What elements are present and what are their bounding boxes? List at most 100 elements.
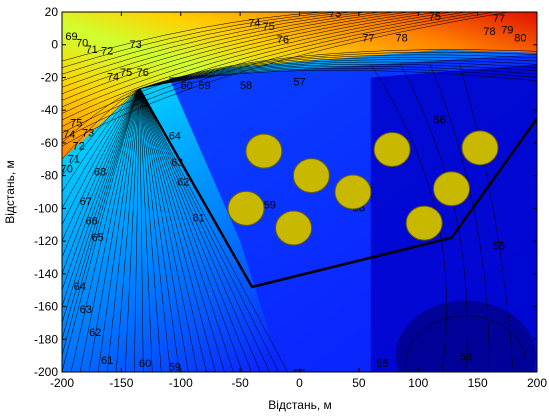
contour-line <box>62 88 140 209</box>
contour-line <box>62 12 452 121</box>
contour-line <box>62 88 140 340</box>
minimum-region <box>395 300 536 372</box>
contour-line <box>138 88 243 372</box>
x-tick-label: 200 <box>527 376 547 390</box>
contour-label: 77 <box>362 32 374 44</box>
circle-marker <box>405 205 443 241</box>
contour-label: 58 <box>204 370 216 382</box>
contour-label: 71 <box>68 154 80 166</box>
contour-line <box>106 88 140 372</box>
y-tick-label: -100 <box>34 201 58 215</box>
x-tick-label: 0 <box>296 376 303 390</box>
contour-label: 64 <box>74 281 86 293</box>
circle-marker <box>292 158 330 194</box>
contour-label: 76 <box>277 34 289 46</box>
contour-label: 62 <box>177 176 189 188</box>
contour-line <box>139 68 537 90</box>
x-tick-label: 50 <box>352 376 366 390</box>
contour-line <box>62 12 438 114</box>
contour-label: 65 <box>92 232 104 244</box>
contour-line <box>62 88 140 291</box>
contour-line <box>138 88 252 372</box>
y-tick-label: -120 <box>34 234 58 248</box>
y-tick-label: -200 <box>34 365 58 379</box>
contour-line <box>139 66 537 90</box>
contour-line <box>88 88 140 372</box>
x-tick-label: 100 <box>408 376 428 390</box>
contour-line <box>138 88 153 372</box>
contour-label: 75 <box>429 11 441 23</box>
contour-line <box>138 88 225 372</box>
contour-line <box>62 88 140 274</box>
contour-line <box>62 12 352 75</box>
contour-line <box>62 12 509 147</box>
contour-label: 61 <box>192 212 204 224</box>
high-value-region <box>62 12 537 160</box>
contour-line <box>62 12 481 134</box>
contour-label: 59 <box>198 80 210 92</box>
y-tick-label: 0 <box>51 38 58 52</box>
circle-marker <box>334 174 372 210</box>
contour-label: 57 <box>293 77 305 89</box>
x-tick-label: -200 <box>50 376 74 390</box>
contour-line <box>138 88 162 372</box>
contour-label: 74 <box>248 18 260 30</box>
contour-label: 75 <box>120 67 132 79</box>
contour-line <box>62 88 140 176</box>
y-tick-label: -20 <box>41 70 59 84</box>
contour-line <box>62 88 140 225</box>
contour-label: 74 <box>107 72 119 84</box>
contour-label: 53 <box>460 352 472 364</box>
contour-label: 78 <box>396 32 408 44</box>
contour-label: 56 <box>434 114 446 126</box>
contour-line <box>138 88 288 372</box>
contour-label: 60 <box>139 358 151 370</box>
contour-label: 72 <box>101 46 113 58</box>
y-tick-label: -60 <box>41 136 59 150</box>
contour-label: 67 <box>80 196 92 208</box>
contour-label: 70 <box>61 163 73 175</box>
contour-label: 76 <box>137 67 149 79</box>
contour-line <box>139 54 537 90</box>
circle-marker <box>245 133 283 169</box>
y-tick-label: -160 <box>34 300 58 314</box>
y-tick-label: -180 <box>34 332 58 346</box>
contour-label: 77 <box>493 13 505 25</box>
x-tick-label: 150 <box>468 376 488 390</box>
contour-label: 61 <box>101 355 113 367</box>
contour-label: 73 <box>130 39 142 51</box>
contour-line <box>62 88 140 372</box>
contour-line <box>138 88 189 372</box>
contour-label: 74 <box>63 129 75 141</box>
contour-line <box>62 12 424 108</box>
contour-line <box>97 88 140 372</box>
contour-line <box>62 12 367 81</box>
contour-label: 68 <box>94 167 106 179</box>
contour-label: 72 <box>73 140 85 152</box>
y-tick-label: -40 <box>41 103 59 117</box>
contour-label: 73 <box>82 127 94 139</box>
contour-line <box>138 88 270 372</box>
contour-line <box>459 64 514 372</box>
contour-line <box>62 12 381 88</box>
contour-line <box>79 88 140 372</box>
contour-line <box>62 12 466 127</box>
contour-label: 55 <box>493 240 505 252</box>
contour-line <box>429 64 490 372</box>
contour-line <box>138 88 279 372</box>
contour-line <box>138 88 216 372</box>
x-tick-label: -100 <box>169 376 193 390</box>
contour-line <box>138 88 261 372</box>
circle-marker <box>461 130 499 166</box>
contour-line <box>70 88 140 372</box>
contour-line <box>405 315 526 372</box>
contour-label: 55 <box>377 358 389 370</box>
contour-line <box>139 57 537 90</box>
contour-line <box>138 88 207 372</box>
contour-label: 75 <box>70 118 82 130</box>
x-tick-label: -50 <box>231 376 249 390</box>
contour-line <box>138 88 180 372</box>
contour-line <box>62 88 140 160</box>
